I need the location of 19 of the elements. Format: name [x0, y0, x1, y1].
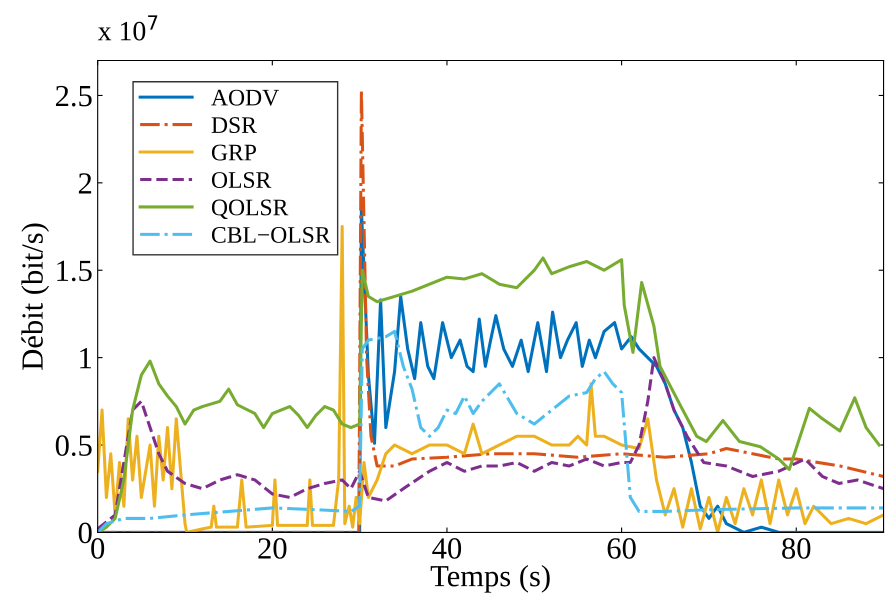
y-tick-label: 1	[80, 348, 91, 368]
y-tick-label: 2	[78, 173, 92, 194]
y-axis-title: Débit (bit/s)	[21, 224, 50, 370]
x-tick-label: 40	[432, 538, 462, 559]
y-tick-label: 0.5	[56, 435, 92, 456]
x-axis-title: Temps (s)	[430, 564, 550, 593]
legend-label: DSR	[212, 117, 257, 134]
y-tick-label: 0	[78, 522, 92, 544]
x-tick-label: 20	[258, 538, 286, 559]
legend-label: OLSR	[212, 172, 272, 188]
legend-label: GRP	[212, 144, 256, 161]
legend-label: QOLSR	[212, 200, 288, 220]
y-tick-label: 1.5	[57, 260, 92, 282]
legend-label: CBL−OLSR	[212, 227, 331, 243]
y-tick-label: 2.5	[56, 86, 92, 106]
x-tick-label: 80	[782, 538, 810, 559]
legend-label: AODV	[211, 90, 279, 106]
text: x 10$^{7}$	[98, 15, 158, 41]
x-tick-label: 60	[608, 538, 636, 559]
